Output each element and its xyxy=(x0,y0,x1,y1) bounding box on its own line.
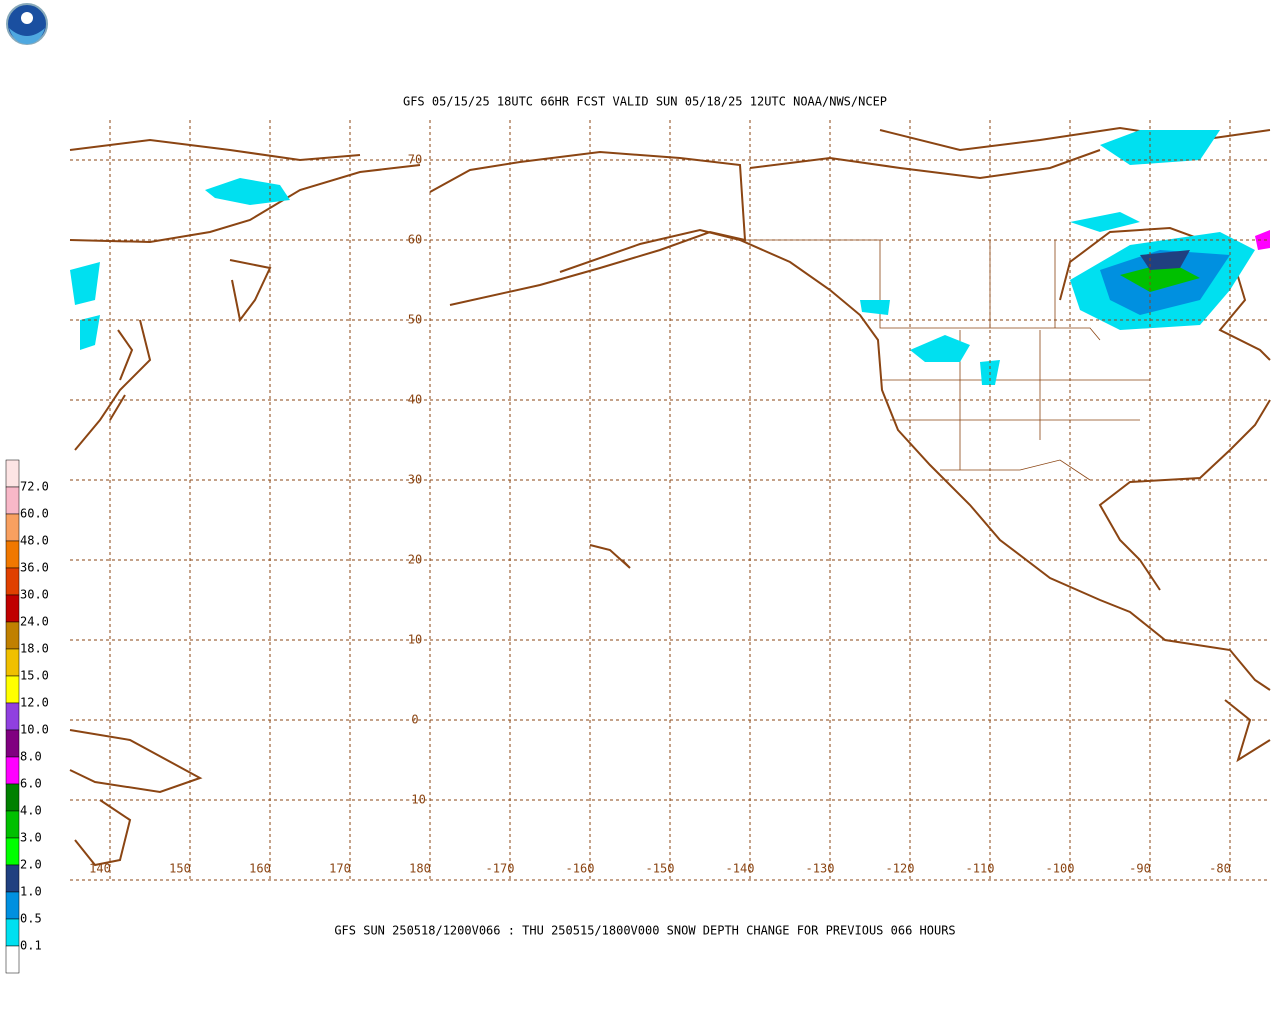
legend-label: 48.0 xyxy=(20,534,49,548)
coastlines xyxy=(69,126,1271,867)
legend-swatch xyxy=(5,837,20,866)
lon-label: -160 xyxy=(566,862,595,876)
lon-label: 170 xyxy=(329,862,351,876)
legend-swatch xyxy=(5,783,20,812)
legend-swatch xyxy=(5,648,20,677)
lon-label: -150 xyxy=(646,862,675,876)
legend-label: 8.0 xyxy=(20,750,42,764)
lat-label: -10 xyxy=(404,793,426,807)
color-legend: 72.0 60.0 48.0 36.0 30.0 24.0 18.0 15.0 12.0 10.0… xyxy=(5,459,49,974)
lon-label: -90 xyxy=(1129,862,1151,876)
legend-swatch xyxy=(5,540,20,569)
legend-label: 30.0 xyxy=(20,588,49,602)
legend-label: 18.0 xyxy=(20,642,49,656)
legend-label: 2.0 xyxy=(20,858,42,872)
lon-label: -130 xyxy=(806,862,835,876)
lon-label: 140 xyxy=(89,862,111,876)
legend-swatch xyxy=(5,756,20,785)
lon-label: 180 xyxy=(409,862,431,876)
lat-label: 40 xyxy=(408,393,422,407)
legend-label: 0.5 xyxy=(20,912,42,926)
legend-label: 72.0 xyxy=(20,480,49,494)
lon-label: -140 xyxy=(726,862,755,876)
legend-label: 3.0 xyxy=(20,831,42,845)
legend-label: 60.0 xyxy=(20,507,49,521)
lat-label: 70 xyxy=(408,153,422,167)
lon-label: -80 xyxy=(1209,862,1231,876)
legend-label: 4.0 xyxy=(20,804,42,818)
lat-label: 50 xyxy=(408,313,422,327)
lon-label: 150 xyxy=(169,862,191,876)
lat-label: 0 xyxy=(411,713,418,727)
legend-label: 15.0 xyxy=(20,669,49,683)
legend-swatch xyxy=(5,945,20,974)
legend-label: 1.0 xyxy=(20,885,42,899)
legend-swatch xyxy=(5,567,20,596)
legend-label: 6.0 xyxy=(20,777,42,791)
lon-label: 160 xyxy=(249,862,271,876)
legend-swatch xyxy=(5,513,20,542)
legend-label: 0.1 xyxy=(20,939,42,953)
legend-swatch xyxy=(5,810,20,839)
legend-label: 12.0 xyxy=(20,696,49,710)
map-title: GFS 05/15/25 18UTC 66HR FCST VALID SUN 0… xyxy=(403,95,887,109)
lon-label: -120 xyxy=(886,862,915,876)
legend-swatch xyxy=(5,918,20,947)
legend-swatch xyxy=(5,702,20,731)
legend-swatch xyxy=(5,594,20,623)
snow-areas xyxy=(70,130,1270,385)
legend-swatch xyxy=(5,459,20,488)
lat-label: 20 xyxy=(408,553,422,567)
map-grid: 70 60 50 40 30 20 10 0 -10 140 150 160 170 180 -170 -16… xyxy=(70,120,1270,881)
legend-swatch xyxy=(5,675,20,704)
lat-label: 10 xyxy=(408,633,422,647)
lon-label: -110 xyxy=(966,862,995,876)
lat-label: 30 xyxy=(408,473,422,487)
legend-swatch xyxy=(5,486,20,515)
legend-swatch xyxy=(5,621,20,650)
lon-label: -170 xyxy=(486,862,515,876)
legend-label: 24.0 xyxy=(20,615,49,629)
legend-label: 36.0 xyxy=(20,561,49,575)
legend-swatch xyxy=(5,891,20,920)
noaa-logo xyxy=(6,3,48,45)
legend-swatch xyxy=(5,864,20,893)
map-caption: GFS SUN 250518/1200V066 : THU 250515/180… xyxy=(334,924,955,938)
legend-label: 10.0 xyxy=(20,723,49,737)
lon-label: -100 xyxy=(1046,862,1075,876)
legend-swatch xyxy=(5,729,20,758)
lat-label: 60 xyxy=(408,233,422,247)
